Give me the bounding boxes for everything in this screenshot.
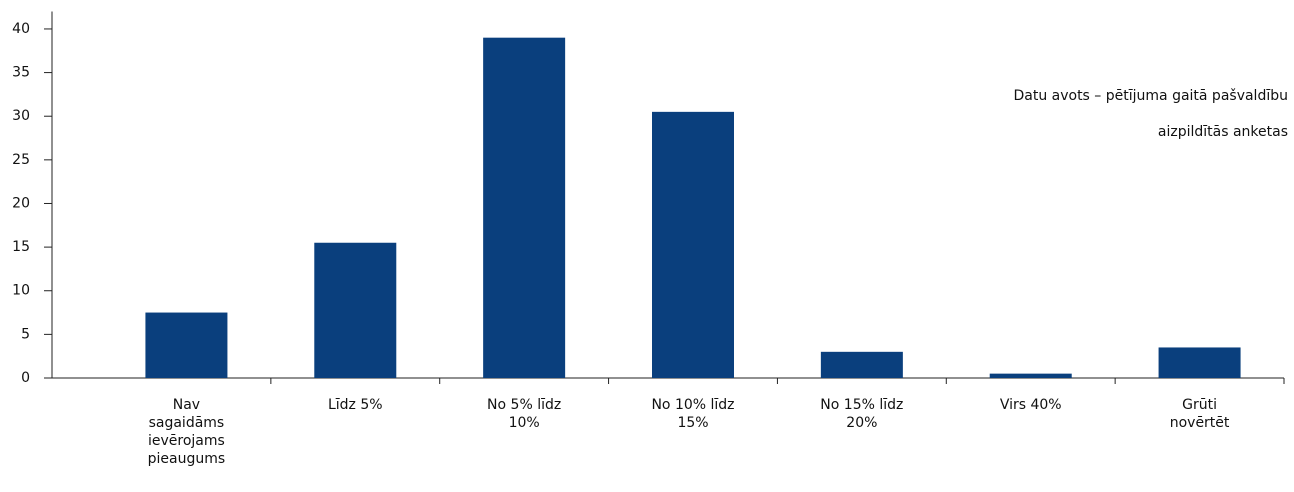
bar xyxy=(483,37,566,379)
x-tick-label: Līdz 5% xyxy=(327,397,383,413)
bar xyxy=(145,312,228,378)
x-tick-label: No 10% līdz 15% xyxy=(651,397,735,431)
x-tick-label: Grūti novērtēt xyxy=(1169,397,1230,431)
y-tick-label: 35 xyxy=(12,65,30,81)
bar xyxy=(989,373,1072,378)
annotation: aizpildītās anketas xyxy=(1157,124,1288,140)
x-tick-label: Virs 40% xyxy=(999,397,1062,413)
y-tick-label: 40 xyxy=(12,21,30,37)
y-tick-label: 30 xyxy=(12,108,30,124)
y-tick-label: 10 xyxy=(12,283,30,299)
annotation: Datu avots – pētījuma gaitā pašvaldību xyxy=(1013,88,1288,104)
bar xyxy=(314,242,397,378)
bar xyxy=(652,111,734,378)
bar xyxy=(820,351,903,378)
y-tick-label: 0 xyxy=(21,370,30,386)
y-tick-label: 5 xyxy=(21,326,30,342)
y-tick-label: 15 xyxy=(12,239,30,255)
bar xyxy=(1158,347,1241,378)
x-tick-label: No 5% līdz 10% xyxy=(487,397,562,431)
y-tick-label: 25 xyxy=(12,152,30,168)
x-tick-label: Nav sagaidāms ievērojams pieaugums xyxy=(147,397,226,467)
x-tick-label: No 15% līdz 20% xyxy=(820,397,904,431)
y-tick-label: 20 xyxy=(12,195,30,211)
